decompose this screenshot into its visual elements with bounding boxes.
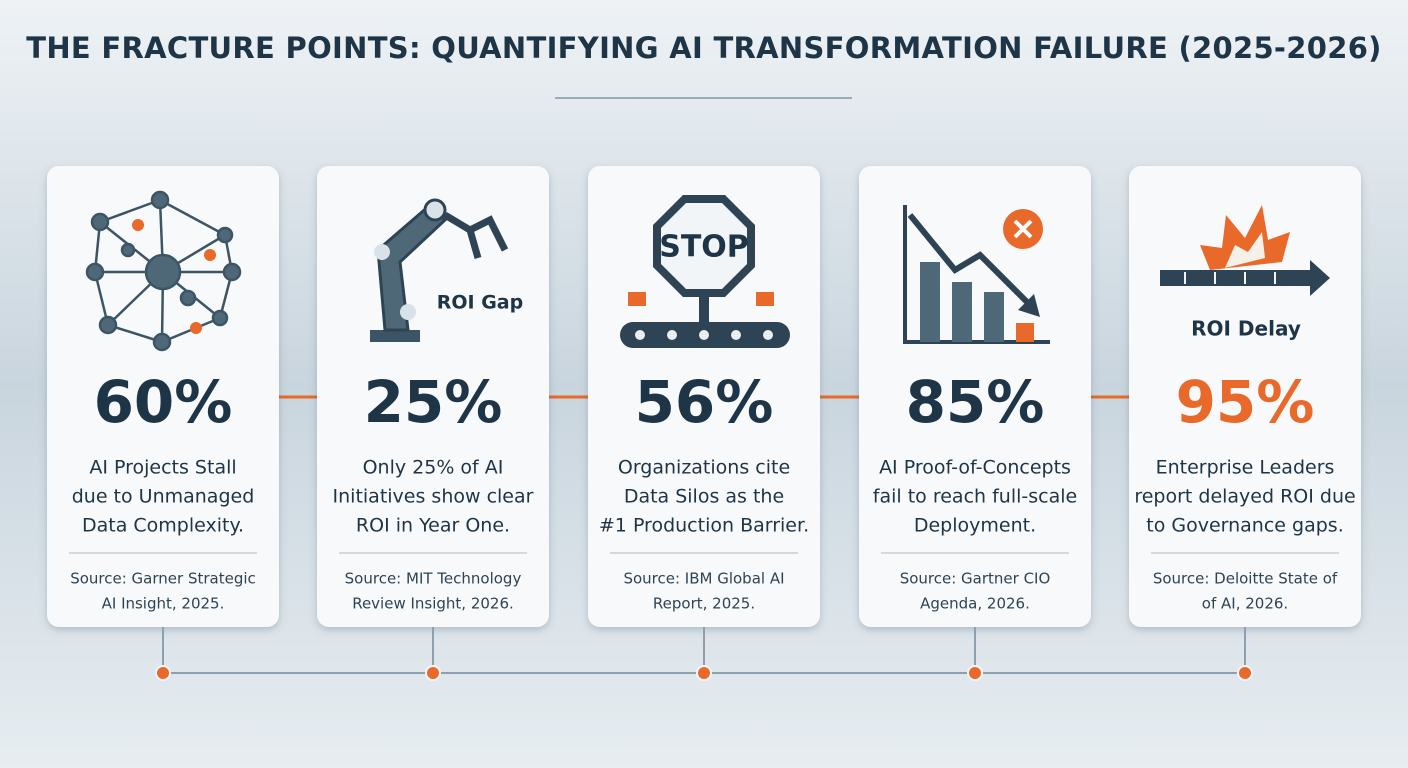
card (317, 166, 549, 627)
icon-label: ROI Delay (1191, 317, 1301, 341)
timeline-dot (1237, 665, 1253, 681)
network-icon (85, 190, 242, 352)
description: ROI in Year One. (356, 515, 510, 537)
description: due to Unmanaged (72, 486, 255, 508)
description: report delayed ROI due (1134, 486, 1355, 508)
description: Organizations cite (618, 457, 790, 479)
description: AI Proof-of-Concepts (879, 457, 1071, 479)
stat: 95% (1176, 368, 1315, 436)
stat: 85% (906, 368, 1045, 436)
declining-chart-icon (903, 205, 1050, 344)
timeline-dot (967, 665, 983, 681)
source: Source: MIT Technology (345, 570, 522, 588)
description: Only 25% of AI (363, 457, 504, 479)
source: Source: IBM Global AI (623, 570, 784, 588)
icons: ROI Gap STOP ROI Delay (85, 190, 1330, 352)
icon-label: ROI Gap (437, 292, 523, 314)
stop-icon: STOP (620, 195, 790, 348)
description: Enterprise Leaders (1156, 457, 1335, 479)
source: Review Insight, 2026. (352, 595, 514, 613)
source: Agenda, 2026. (920, 595, 1030, 613)
description: Data Complexity. (82, 515, 244, 537)
description: Initiatives show clear (333, 486, 534, 508)
description: #1 Production Barrier. (599, 515, 809, 537)
source: Source: Garner Strategic (70, 570, 256, 588)
description: Data Silos as the (624, 486, 784, 508)
source: Report, 2025. (653, 595, 755, 613)
timeline-dot (696, 665, 712, 681)
source: Source: Deloitte State of (1153, 570, 1338, 588)
description: Deployment. (914, 515, 1036, 537)
description: fail to reach full-scale (873, 486, 1077, 508)
stat: 25% (364, 368, 503, 436)
icon-label: STOP (659, 230, 749, 265)
source: of AI, 2026. (1202, 595, 1288, 613)
stat: 56% (635, 368, 774, 436)
description: to Governance gaps. (1146, 515, 1343, 537)
timeline-dot (425, 665, 441, 681)
stat: 60% (94, 368, 233, 436)
source: AI Insight, 2025. (102, 595, 225, 613)
source: Source: Gartner CIO (900, 570, 1051, 588)
card (859, 166, 1091, 627)
description: AI Projects Stall (89, 457, 236, 479)
cards: 60% AI Projects Stall due to Unmanaged Data… (47, 166, 1361, 681)
card (47, 166, 279, 627)
page-title: THE FRACTURE POINTS: QUANTIFYING AI TRAN… (26, 31, 1381, 65)
roi-delay-icon: ROI Delay (1160, 205, 1330, 341)
card (588, 166, 820, 627)
timeline-dot (155, 665, 171, 681)
robot-arm-icon: ROI Gap (370, 198, 523, 342)
